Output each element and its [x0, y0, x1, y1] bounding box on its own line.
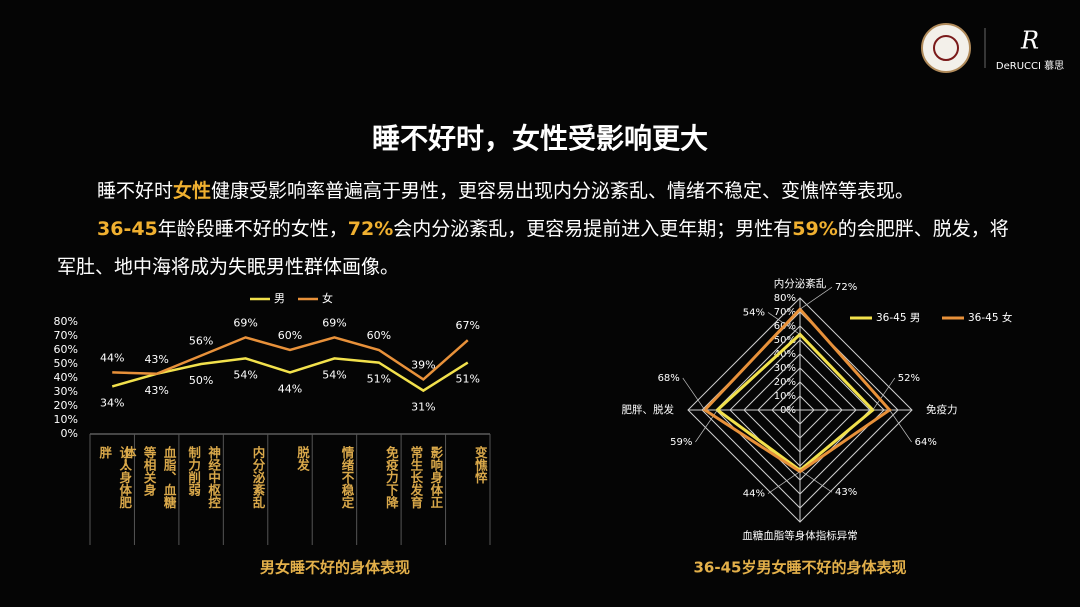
x-tick-label: 变憔悴: [472, 446, 488, 484]
axis-label: 肥胖、脱发: [622, 403, 675, 416]
x-tick-label: 免疫力下降: [383, 446, 399, 509]
legend-label: 36-45 女: [968, 311, 1012, 324]
data-label: 50%: [189, 374, 213, 387]
x-tick-label: 情绪不稳定: [339, 446, 355, 509]
data-label: 67%: [456, 319, 480, 332]
data-label: 51%: [367, 373, 391, 386]
data-label: 59%: [670, 437, 692, 448]
data-label: 31%: [411, 401, 435, 414]
data-label: 44%: [743, 489, 765, 500]
logo-mark: R: [1020, 27, 1039, 55]
y-tick-label: 10%: [54, 413, 78, 426]
highlight-text: 36-45: [97, 218, 158, 240]
x-tick-label: 影响身体正常生长发育: [408, 446, 444, 509]
x-tick-label: 让人身体肥胖: [97, 446, 133, 509]
axis-label: 内分泌紊乱: [774, 277, 827, 290]
leader-line: [682, 377, 706, 411]
text: 年龄段睡不好的女性，: [157, 218, 348, 240]
data-label: 44%: [100, 351, 124, 364]
slide-title: 睡不好时，女性受影响更大: [372, 122, 708, 155]
y-tick-label: 0%: [61, 427, 78, 440]
data-label: 72%: [835, 282, 857, 293]
x-tick-label: 血脂、血糖等相关身体…: [121, 446, 177, 509]
data-label: 54%: [743, 307, 765, 318]
highlight-text: 女性: [173, 180, 212, 202]
paragraph: 睡不好时女性健康受影响率普遍高于男性，更容易出现内分泌紊乱、情绪不稳定、变憔悴等…: [57, 172, 1022, 210]
legend-label: 男: [274, 292, 285, 305]
y-tick-label: 30%: [54, 385, 78, 398]
data-label: 43%: [144, 353, 168, 366]
y-tick-label: 60%: [54, 343, 78, 356]
text: 会内分泌紊乱，更容易提前进入更年期；男性有: [393, 218, 793, 240]
y-tick-label: 70%: [54, 329, 78, 342]
data-label: 60%: [278, 329, 302, 342]
leader-line: [889, 409, 912, 443]
data-label: 56%: [189, 335, 213, 348]
legend-label: 36-45 男: [876, 312, 920, 324]
x-tick-label: 脱发: [295, 446, 310, 471]
r-tick-label: 80%: [774, 293, 796, 304]
data-label: 39%: [411, 358, 435, 371]
data-label: 54%: [233, 368, 257, 381]
data-label: 54%: [322, 368, 346, 381]
y-tick-label: 40%: [54, 371, 78, 384]
axis-label: 血糖血脂等身体指标异常: [742, 529, 858, 542]
highlight-text: 72%: [347, 218, 394, 240]
highlight-text: 59%: [792, 218, 838, 240]
data-label: 43%: [144, 384, 168, 397]
leader-line: [799, 469, 833, 493]
data-label: 43%: [835, 487, 857, 498]
paragraph: 36-45年龄段睡不好的女性，72%会内分泌紊乱，更容易提前进入更年期；男性有5…: [57, 210, 1022, 286]
data-label: 68%: [658, 373, 680, 384]
y-tick-label: 80%: [54, 315, 78, 328]
x-tick-label: 内分泌紊乱: [250, 446, 266, 509]
line-series: [112, 336, 469, 381]
data-label: 51%: [456, 373, 480, 386]
text: 的会肥胖、脱发，将军肚、地中海将成为失眠男性群体画像。: [57, 218, 1009, 278]
logo-emblem: [933, 35, 959, 61]
chart-caption: 男女睡不好的身体表现: [260, 559, 410, 577]
line-series: [111, 357, 469, 393]
text: 健康受影响率普遍高于男性，更容易出现内分泌紊乱、情绪不稳定、变憔悴等表现。: [211, 180, 915, 202]
data-label: 69%: [322, 316, 346, 329]
y-tick-label: 20%: [54, 399, 78, 412]
data-label: 60%: [367, 329, 391, 342]
axis-label: 免疫力: [926, 403, 958, 416]
legend-label: 女: [322, 291, 333, 305]
leader-line: [799, 286, 833, 310]
leader-line: [767, 471, 801, 494]
logo-text: DeRUCCI 慕思: [996, 59, 1064, 72]
logo-badge: [921, 23, 971, 73]
data-label: 64%: [915, 437, 937, 448]
chart-caption: 36-45岁男女睡不好的身体表现: [694, 559, 907, 577]
leader-line: [872, 377, 896, 411]
data-label: 69%: [233, 316, 257, 329]
data-label: 52%: [898, 373, 920, 384]
data-label: 44%: [278, 382, 302, 395]
leader-line: [767, 312, 801, 335]
y-tick-label: 50%: [54, 357, 78, 370]
x-tick-label: 神经中枢控制力削弱: [186, 446, 222, 509]
radar-series: [702, 306, 892, 474]
data-label: 34%: [100, 396, 124, 409]
text: 睡不好时: [97, 180, 174, 202]
